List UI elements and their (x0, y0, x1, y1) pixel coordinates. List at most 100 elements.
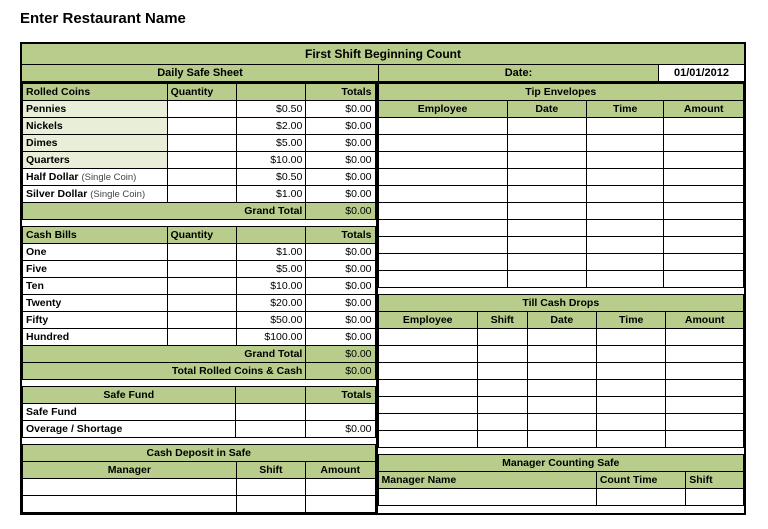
blank-cell[interactable] (664, 220, 744, 237)
blank-cell[interactable] (378, 380, 477, 397)
blank-cell[interactable] (378, 271, 507, 288)
blank-cell[interactable] (378, 363, 477, 380)
blank-cell[interactable] (507, 186, 586, 203)
blank-cell[interactable] (586, 135, 663, 152)
blank-cell[interactable] (378, 329, 477, 346)
blank-cell[interactable] (596, 489, 685, 506)
bill-qty[interactable] (167, 261, 236, 278)
blank-cell[interactable] (305, 479, 375, 496)
blank-cell[interactable] (378, 346, 477, 363)
blank-cell[interactable] (527, 397, 596, 414)
blank-cell[interactable] (586, 237, 663, 254)
blank-cell[interactable] (527, 431, 596, 448)
blank-cell[interactable] (378, 254, 507, 271)
blank-cell[interactable] (378, 489, 596, 506)
blank-cell[interactable] (378, 237, 507, 254)
blank-cell[interactable] (23, 496, 237, 513)
blank-cell[interactable] (23, 479, 237, 496)
bill-qty[interactable] (167, 295, 236, 312)
blank-cell[interactable] (477, 363, 527, 380)
blank-cell[interactable] (527, 380, 596, 397)
blank-cell[interactable] (507, 203, 586, 220)
blank-cell[interactable] (664, 118, 744, 135)
bill-qty[interactable] (167, 244, 236, 261)
blank-cell[interactable] (507, 254, 586, 271)
blank-cell[interactable] (664, 254, 744, 271)
blank-cell[interactable] (597, 329, 666, 346)
blank-cell[interactable] (527, 329, 596, 346)
bill-qty[interactable] (167, 312, 236, 329)
blank-cell[interactable] (597, 414, 666, 431)
blank-cell[interactable] (477, 397, 527, 414)
blank-cell[interactable] (666, 329, 744, 346)
blank-cell[interactable] (236, 496, 305, 513)
blank-cell[interactable] (664, 135, 744, 152)
blank-cell[interactable] (586, 271, 663, 288)
blank-cell[interactable] (586, 186, 663, 203)
blank-cell[interactable] (664, 237, 744, 254)
blank-cell[interactable] (378, 203, 507, 220)
blank-cell[interactable] (586, 203, 663, 220)
blank-cell[interactable] (686, 489, 744, 506)
blank-cell[interactable] (507, 118, 586, 135)
blank-cell[interactable] (378, 220, 507, 237)
blank-cell[interactable] (236, 479, 305, 496)
blank-cell[interactable] (477, 431, 527, 448)
coin-qty[interactable] (167, 135, 236, 152)
blank-cell[interactable] (666, 346, 744, 363)
blank-cell[interactable] (378, 169, 507, 186)
blank-cell[interactable] (666, 380, 744, 397)
coin-qty[interactable] (167, 152, 236, 169)
blank-cell[interactable] (666, 363, 744, 380)
blank-cell[interactable] (586, 220, 663, 237)
sf-blank[interactable] (235, 421, 305, 438)
total-both-value: $0.00 (306, 363, 375, 380)
blank-cell[interactable] (666, 431, 744, 448)
blank-cell[interactable] (378, 152, 507, 169)
blank-cell[interactable] (378, 397, 477, 414)
blank-cell[interactable] (597, 397, 666, 414)
blank-cell[interactable] (664, 186, 744, 203)
blank-cell[interactable] (507, 135, 586, 152)
blank-cell[interactable] (305, 496, 375, 513)
bill-qty[interactable] (167, 329, 236, 346)
blank-cell[interactable] (597, 431, 666, 448)
blank-cell[interactable] (597, 380, 666, 397)
blank-cell[interactable] (527, 346, 596, 363)
blank-cell[interactable] (507, 152, 586, 169)
blank-cell[interactable] (507, 237, 586, 254)
blank-cell[interactable] (477, 346, 527, 363)
blank-cell[interactable] (378, 118, 507, 135)
blank-cell[interactable] (477, 380, 527, 397)
blank-cell[interactable] (597, 346, 666, 363)
blank-cell[interactable] (477, 414, 527, 431)
bill-qty[interactable] (167, 278, 236, 295)
coin-qty[interactable] (167, 169, 236, 186)
blank-cell[interactable] (597, 363, 666, 380)
blank-cell[interactable] (586, 152, 663, 169)
coin-qty[interactable] (167, 186, 236, 203)
blank-cell[interactable] (586, 118, 663, 135)
blank-cell[interactable] (664, 152, 744, 169)
blank-cell[interactable] (527, 363, 596, 380)
blank-cell[interactable] (507, 169, 586, 186)
blank-cell[interactable] (378, 135, 507, 152)
blank-cell[interactable] (378, 431, 477, 448)
blank-cell[interactable] (666, 397, 744, 414)
till-drops-title: Till Cash Drops (378, 295, 743, 312)
blank-cell[interactable] (378, 186, 507, 203)
blank-cell[interactable] (586, 254, 663, 271)
coin-qty[interactable] (167, 101, 236, 118)
coin-qty[interactable] (167, 118, 236, 135)
blank-cell[interactable] (664, 169, 744, 186)
blank-cell[interactable] (477, 329, 527, 346)
blank-cell[interactable] (507, 271, 586, 288)
blank-cell[interactable] (527, 414, 596, 431)
blank-cell[interactable] (507, 220, 586, 237)
sf-blank[interactable] (235, 404, 305, 421)
blank-cell[interactable] (586, 169, 663, 186)
blank-cell[interactable] (666, 414, 744, 431)
blank-cell[interactable] (664, 203, 744, 220)
blank-cell[interactable] (664, 271, 744, 288)
blank-cell[interactable] (378, 414, 477, 431)
